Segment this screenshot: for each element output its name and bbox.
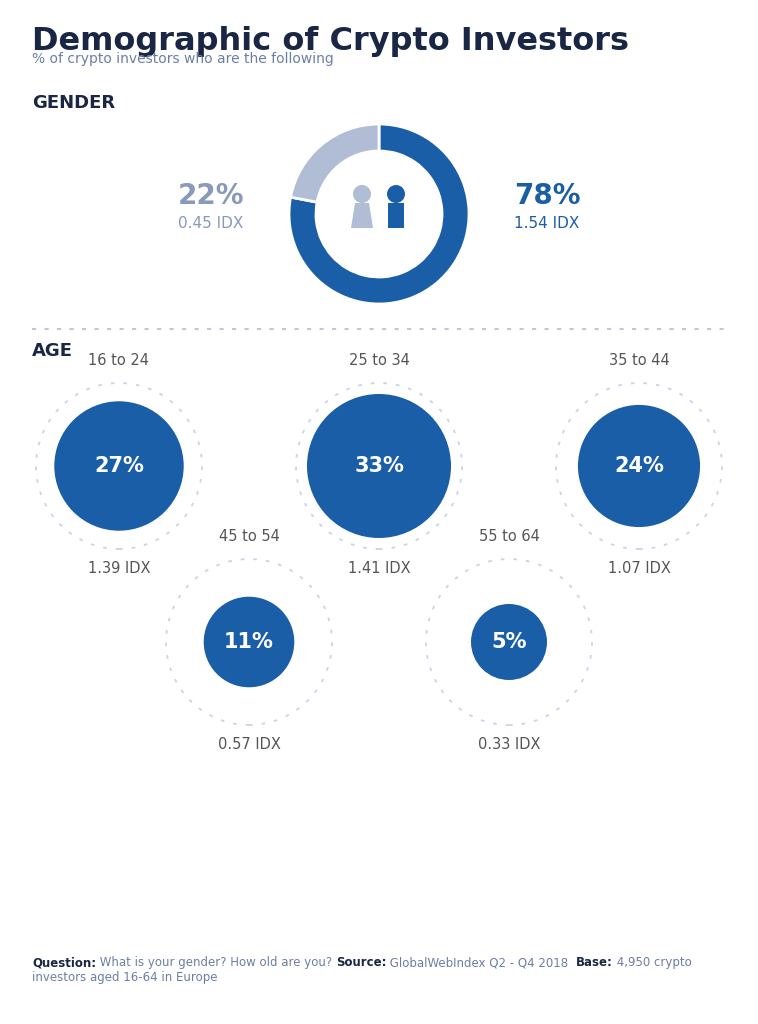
Text: 1.07 IDX: 1.07 IDX xyxy=(608,561,670,575)
Text: 4,950 crypto: 4,950 crypto xyxy=(613,956,692,969)
Text: 1.41 IDX: 1.41 IDX xyxy=(348,561,410,575)
Text: 55 to 64: 55 to 64 xyxy=(478,529,540,544)
Text: % of crypto investors who are the following: % of crypto investors who are the follow… xyxy=(32,52,334,66)
Circle shape xyxy=(204,597,294,687)
Wedge shape xyxy=(290,124,379,202)
Text: 11%: 11% xyxy=(224,632,274,652)
Circle shape xyxy=(387,185,405,203)
Text: 0.33 IDX: 0.33 IDX xyxy=(478,737,540,752)
Text: 78%: 78% xyxy=(514,182,581,210)
Text: Demographic of Crypto Investors: Demographic of Crypto Investors xyxy=(32,26,629,57)
Polygon shape xyxy=(388,203,404,228)
Text: 27%: 27% xyxy=(94,456,144,476)
Text: GENDER: GENDER xyxy=(32,94,115,112)
Text: 0.57 IDX: 0.57 IDX xyxy=(218,737,280,752)
Polygon shape xyxy=(351,203,373,228)
Text: AGE: AGE xyxy=(32,342,73,360)
Circle shape xyxy=(353,185,371,203)
Text: 0.45 IDX: 0.45 IDX xyxy=(178,216,243,231)
Text: What is your gender? How old are you?: What is your gender? How old are you? xyxy=(96,956,336,969)
Text: 33%: 33% xyxy=(354,456,404,476)
Circle shape xyxy=(578,404,700,527)
Text: 35 to 44: 35 to 44 xyxy=(609,353,669,368)
Text: Source:: Source: xyxy=(336,956,387,969)
Circle shape xyxy=(307,394,451,538)
Text: Question:: Question: xyxy=(32,956,96,969)
Circle shape xyxy=(317,152,441,276)
Text: 5%: 5% xyxy=(491,632,527,652)
Text: GlobalWebIndex Q2 - Q4 2018: GlobalWebIndex Q2 - Q4 2018 xyxy=(387,956,576,969)
Text: investors aged 16-64 in Europe: investors aged 16-64 in Europe xyxy=(32,971,218,984)
Text: 16 to 24: 16 to 24 xyxy=(89,353,149,368)
Wedge shape xyxy=(289,124,469,304)
Text: 45 to 54: 45 to 54 xyxy=(218,529,280,544)
Text: 1.39 IDX: 1.39 IDX xyxy=(88,561,150,575)
Text: 1.54 IDX: 1.54 IDX xyxy=(515,216,580,231)
Text: 24%: 24% xyxy=(614,456,664,476)
Text: Base:: Base: xyxy=(576,956,613,969)
Circle shape xyxy=(471,604,547,680)
Text: 25 to 34: 25 to 34 xyxy=(349,353,409,368)
Circle shape xyxy=(55,401,183,530)
Text: 22%: 22% xyxy=(177,182,244,210)
